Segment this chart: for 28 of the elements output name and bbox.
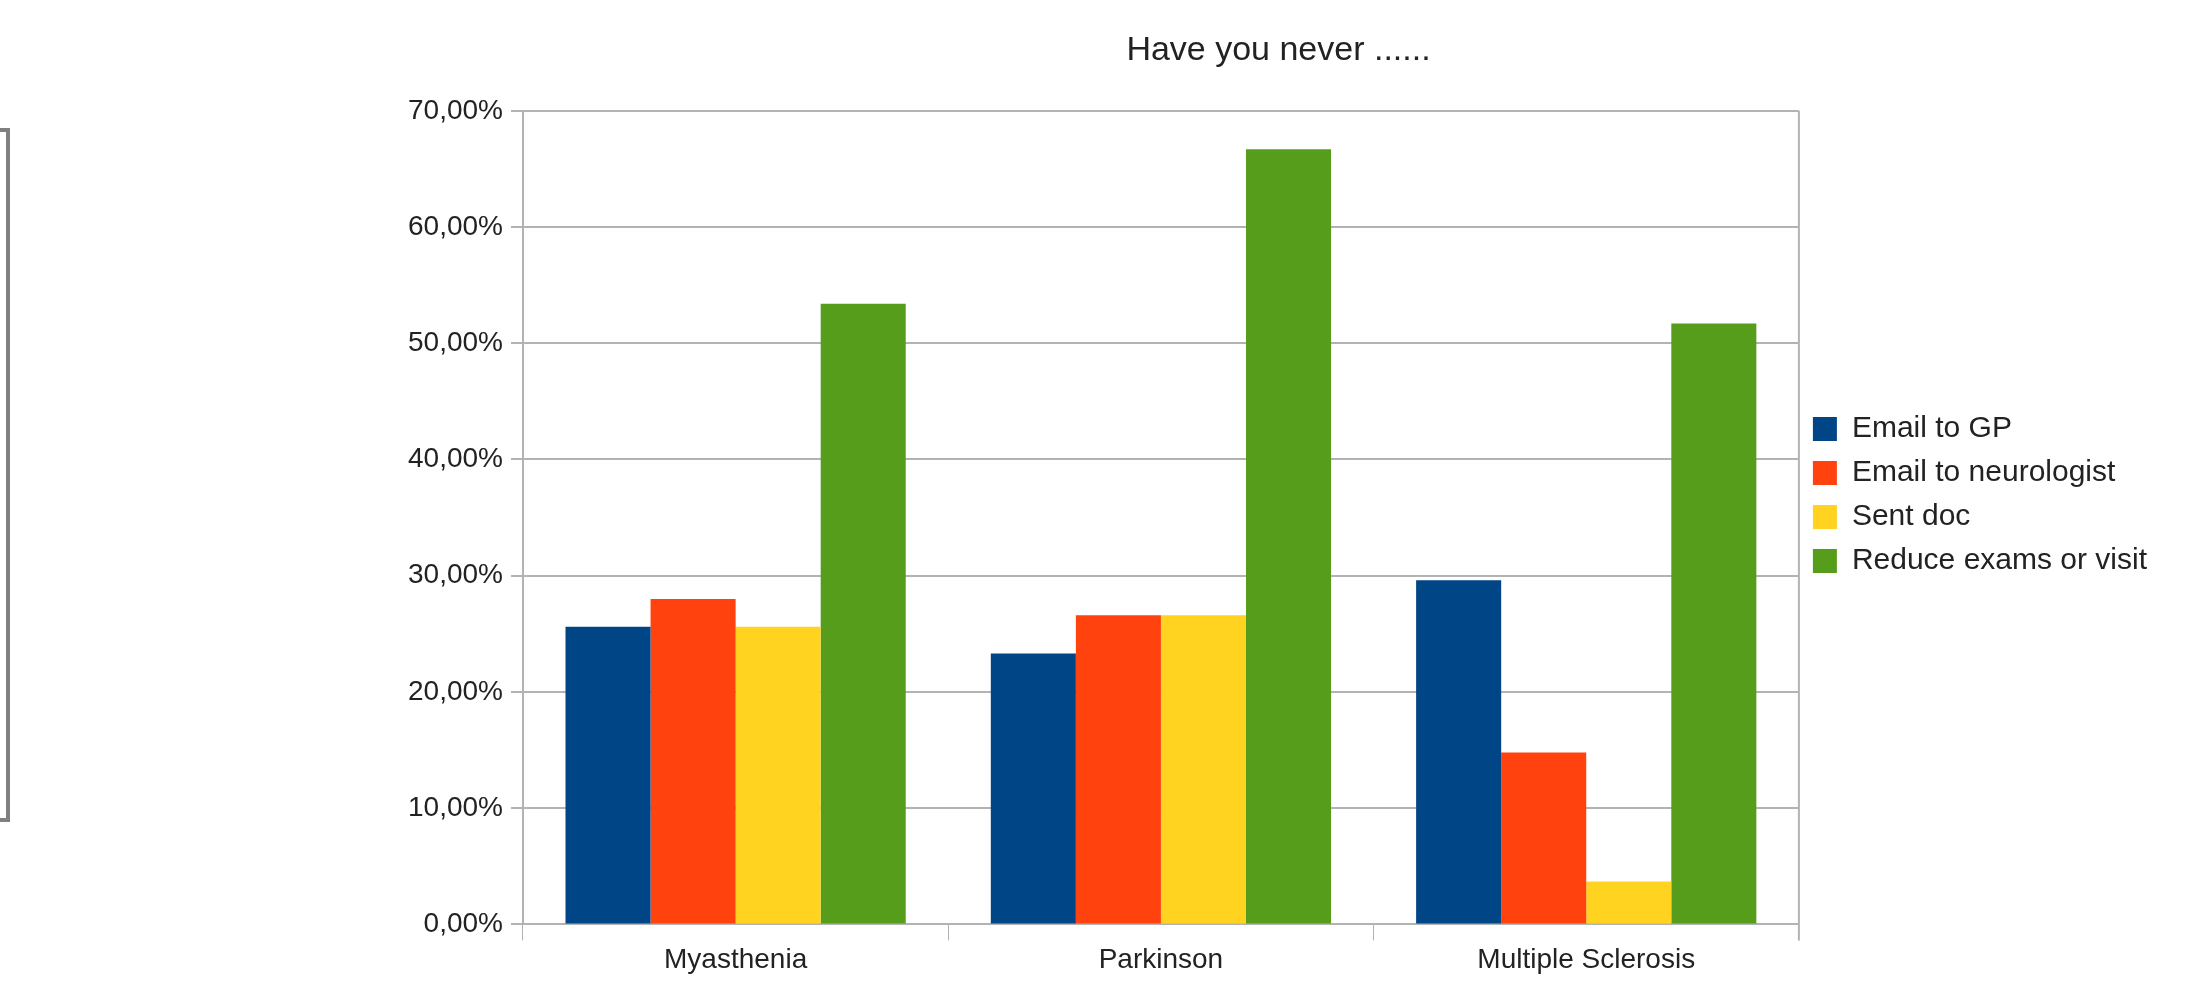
bar xyxy=(650,598,736,924)
y-tick-label: 60,00% xyxy=(408,209,503,241)
legend-label: Reduce exams or visit xyxy=(1851,542,2148,576)
bar xyxy=(820,303,906,924)
x-tick-label: Parkinson xyxy=(1098,942,1224,974)
chart-title: Have you never ...... xyxy=(1126,28,1431,67)
bar xyxy=(1075,615,1161,924)
y-tick-label: 70,00% xyxy=(408,93,503,125)
bar xyxy=(1501,752,1587,924)
bar xyxy=(1416,580,1502,924)
bar xyxy=(1245,149,1332,924)
bar xyxy=(565,626,651,924)
y-tick-label: 50,00% xyxy=(408,325,503,357)
bar xyxy=(1160,615,1246,924)
legend-label: Sent doc xyxy=(1851,498,1971,532)
y-tick-label: 40,00% xyxy=(408,442,503,474)
y-tick-label: 20,00% xyxy=(408,674,503,706)
bar xyxy=(1586,881,1672,924)
bar xyxy=(990,653,1076,924)
y-tick-label: 30,00% xyxy=(408,558,503,590)
legend-label: Email to GP xyxy=(1851,410,2012,444)
legend-label: Email to neurologist xyxy=(1851,454,2117,488)
bar xyxy=(1671,323,1757,924)
x-tick-label: Multiple Sclerosis xyxy=(1477,942,1696,974)
bar xyxy=(735,626,821,924)
x-tick-label: Myasthenia xyxy=(664,942,808,974)
y-tick-label: 0,00% xyxy=(423,907,503,939)
y-tick-label: 10,00% xyxy=(408,790,503,822)
